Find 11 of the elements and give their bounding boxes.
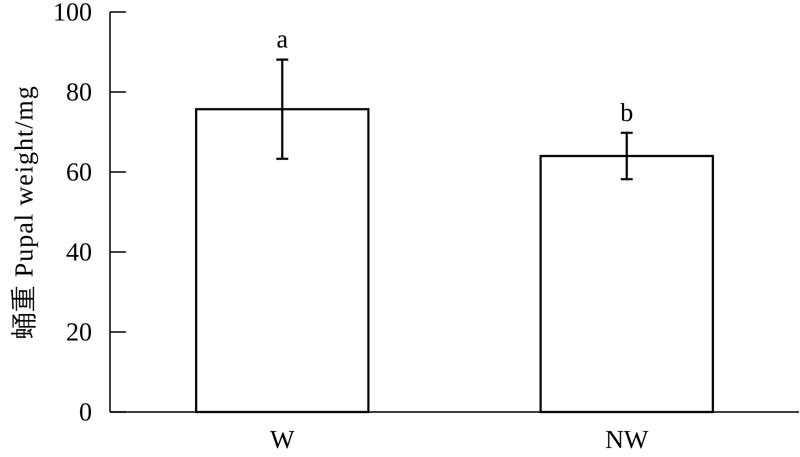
y-tick-label: 20 bbox=[66, 318, 92, 346]
x-tick-label: NW bbox=[605, 425, 649, 454]
y-tick-label: 0 bbox=[79, 398, 92, 426]
annotation: b bbox=[620, 98, 634, 127]
y-tick-label: 100 bbox=[53, 0, 92, 26]
annotation: a bbox=[276, 24, 288, 54]
x-tick-label: W bbox=[270, 425, 295, 454]
y-tick-label: 80 bbox=[66, 78, 92, 106]
y-tick-label: 40 bbox=[66, 238, 92, 266]
y-axis-title: 蛹重 Pupal weight/mg bbox=[10, 85, 38, 339]
y-tick-label: 60 bbox=[66, 158, 92, 186]
